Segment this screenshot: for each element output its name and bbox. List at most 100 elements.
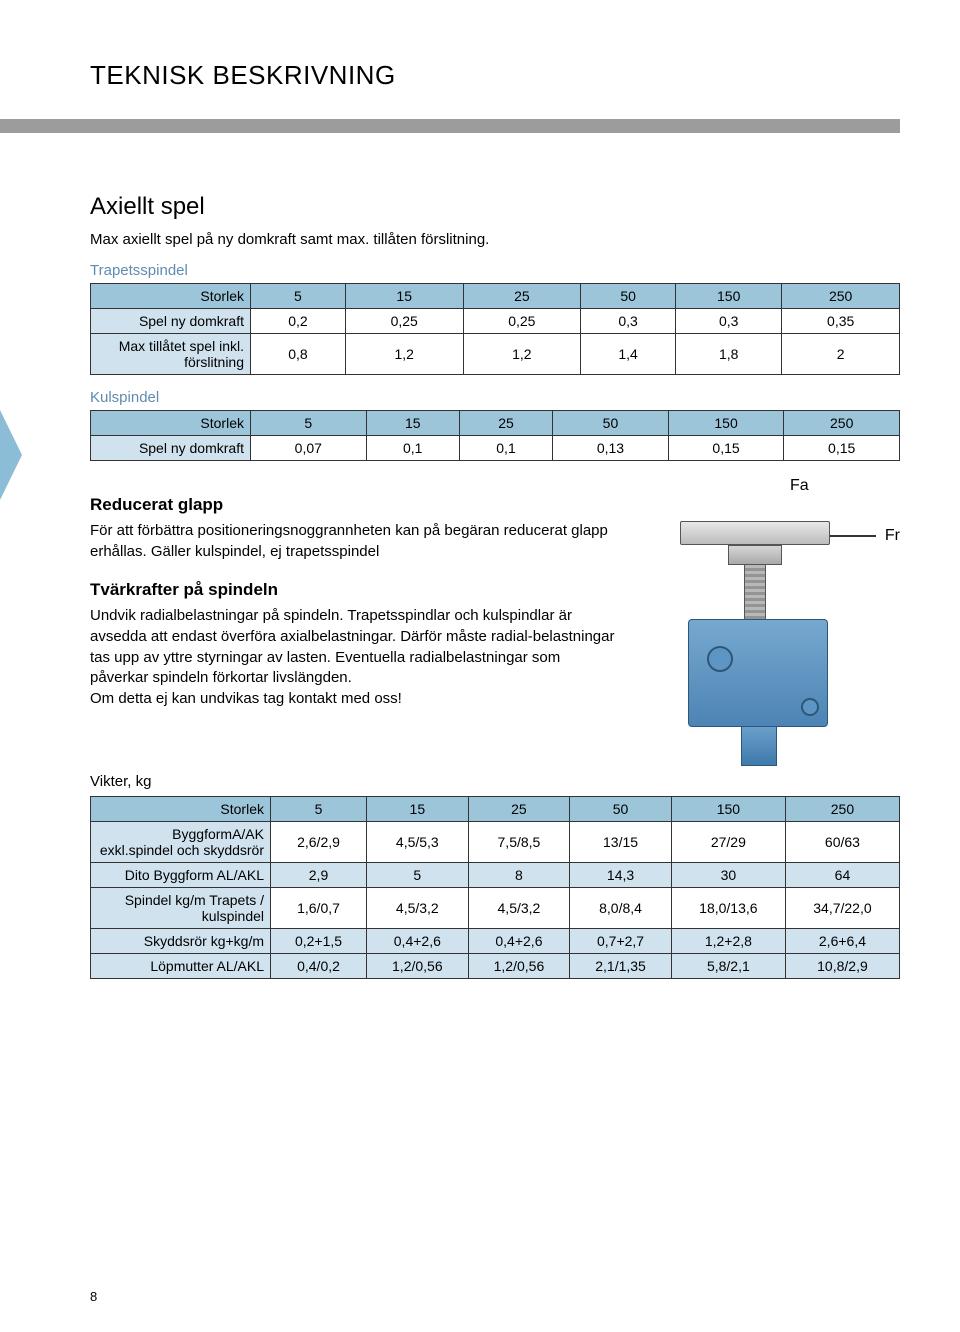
trapets-table: Storlek 5 15 25 50 150 250 Spel ny domkr…	[90, 283, 900, 375]
table-row: Spel ny domkraft 0,2 0,25 0,25 0,3 0,3 0…	[91, 309, 900, 334]
col-header: 150	[671, 797, 785, 822]
trapets-caption: Trapetsspindel	[90, 262, 900, 279]
row-label: ByggformA/AK exkl.spindel och skyddsrör	[91, 822, 271, 863]
table-header-row: Storlek 5 15 25 50 150 250	[91, 797, 900, 822]
kulspindel-table: Storlek 5 15 25 50 150 250 Spel ny domkr…	[90, 410, 900, 461]
cell: 0,25	[463, 309, 581, 334]
force-diagram: Fa Fr	[640, 477, 900, 767]
shaft-icon	[741, 726, 777, 766]
reducerat-title: Reducerat glapp	[90, 495, 616, 515]
col-header: 25	[468, 797, 570, 822]
cell: 0,13	[553, 436, 669, 461]
cell: 0,35	[782, 309, 900, 334]
section-axiellt-title: Axiellt spel	[90, 193, 900, 221]
table-row: Skyddsrör kg+kg/m 0,2+1,5 0,4+2,6 0,4+2,…	[91, 929, 900, 954]
cell: 8	[468, 863, 570, 888]
cell: 1,2+2,8	[671, 929, 785, 954]
col-header: 25	[459, 411, 552, 436]
tvark-title: Tvärkrafter på spindeln	[90, 580, 616, 600]
row-label: Spel ny domkraft	[91, 309, 251, 334]
header-label: Storlek	[91, 797, 271, 822]
header-label: Storlek	[91, 284, 251, 309]
cell: 34,7/22,0	[785, 888, 899, 929]
cell: 1,4	[581, 334, 676, 375]
row-label: Löpmutter AL/AKL	[91, 954, 271, 979]
horizontal-rule	[0, 119, 900, 133]
cell: 4,5/3,2	[468, 888, 570, 929]
col-header: 150	[676, 284, 782, 309]
table-row: Löpmutter AL/AKL 0,4/0,2 1,2/0,56 1,2/0,…	[91, 954, 900, 979]
cell: 1,2/0,56	[468, 954, 570, 979]
cell: 30	[671, 863, 785, 888]
cell: 1,6/0,7	[271, 888, 367, 929]
vikter-table: Storlek 5 15 25 50 150 250 ByggformA/AK …	[90, 796, 900, 979]
plate-icon	[680, 521, 830, 545]
kulspindel-caption: Kulspindel	[90, 389, 900, 406]
cell: 0,25	[345, 309, 463, 334]
row-label: Spel ny domkraft	[91, 436, 251, 461]
cell: 5,8/2,1	[671, 954, 785, 979]
cell: 1,2	[345, 334, 463, 375]
cell: 2	[782, 334, 900, 375]
reducerat-text: För att förbättra positioneringsnoggrann…	[90, 521, 616, 562]
col-header: 15	[367, 797, 469, 822]
cell: 27/29	[671, 822, 785, 863]
header-label: Storlek	[91, 411, 251, 436]
cell: 0,4/0,2	[271, 954, 367, 979]
table-row: ByggformA/AK exkl.spindel och skyddsrör …	[91, 822, 900, 863]
cell: 4,5/3,2	[367, 888, 469, 929]
tvark-text: Undvik radialbelastningar på spindeln. T…	[90, 606, 616, 709]
cell: 1,2/0,56	[367, 954, 469, 979]
row-label: Max tillåtet spel inkl. förslitning	[91, 334, 251, 375]
col-header: 250	[784, 411, 900, 436]
cell: 4,5/5,3	[367, 822, 469, 863]
screw-icon	[744, 565, 766, 623]
cell: 1,2	[463, 334, 581, 375]
cell: 2,1/1,35	[570, 954, 672, 979]
cell: 2,6/2,9	[271, 822, 367, 863]
cell: 2,6+6,4	[785, 929, 899, 954]
col-header: 15	[366, 411, 459, 436]
cell: 0,1	[459, 436, 552, 461]
cell: 2,9	[271, 863, 367, 888]
cell: 10,8/2,9	[785, 954, 899, 979]
col-header: 50	[581, 284, 676, 309]
fr-label: Fr	[885, 527, 900, 545]
cell: 18,0/13,6	[671, 888, 785, 929]
table-row: Spindel kg/m Trapets / kulspindel 1,6/0,…	[91, 888, 900, 929]
cell: 5	[367, 863, 469, 888]
table-header-row: Storlek 5 15 25 50 150 250	[91, 411, 900, 436]
cell: 0,1	[366, 436, 459, 461]
page-number: 8	[90, 1289, 97, 1304]
col-header: 5	[251, 284, 346, 309]
cell: 0,3	[581, 309, 676, 334]
cell: 1,8	[676, 334, 782, 375]
page-title: TEKNISK BESKRIVNING	[90, 60, 900, 91]
col-header: 5	[251, 411, 367, 436]
col-header: 250	[782, 284, 900, 309]
cell: 0,4+2,6	[367, 929, 469, 954]
col-header: 25	[463, 284, 581, 309]
table-row: Max tillåtet spel inkl. förslitning 0,8 …	[91, 334, 900, 375]
col-header: 250	[785, 797, 899, 822]
cell: 13/15	[570, 822, 672, 863]
cell: 0,07	[251, 436, 367, 461]
col-header: 50	[570, 797, 672, 822]
cell: 0,2	[251, 309, 346, 334]
cell: 14,3	[570, 863, 672, 888]
side-triangle-decoration	[0, 410, 22, 500]
table-row: Dito Byggform AL/AKL 2,9 5 8 14,3 30 64	[91, 863, 900, 888]
hub-icon	[728, 545, 782, 565]
cell: 7,5/8,5	[468, 822, 570, 863]
table-row: Spel ny domkraft 0,07 0,1 0,1 0,13 0,15 …	[91, 436, 900, 461]
vikter-title: Vikter, kg	[90, 773, 900, 790]
table-header-row: Storlek 5 15 25 50 150 250	[91, 284, 900, 309]
cell: 0,15	[784, 436, 900, 461]
row-label: Dito Byggform AL/AKL	[91, 863, 271, 888]
cell: 0,8	[251, 334, 346, 375]
cell: 64	[785, 863, 899, 888]
cell: 60/63	[785, 822, 899, 863]
col-header: 50	[553, 411, 669, 436]
gearbox-icon	[688, 619, 828, 727]
fa-label: Fa	[790, 477, 809, 495]
